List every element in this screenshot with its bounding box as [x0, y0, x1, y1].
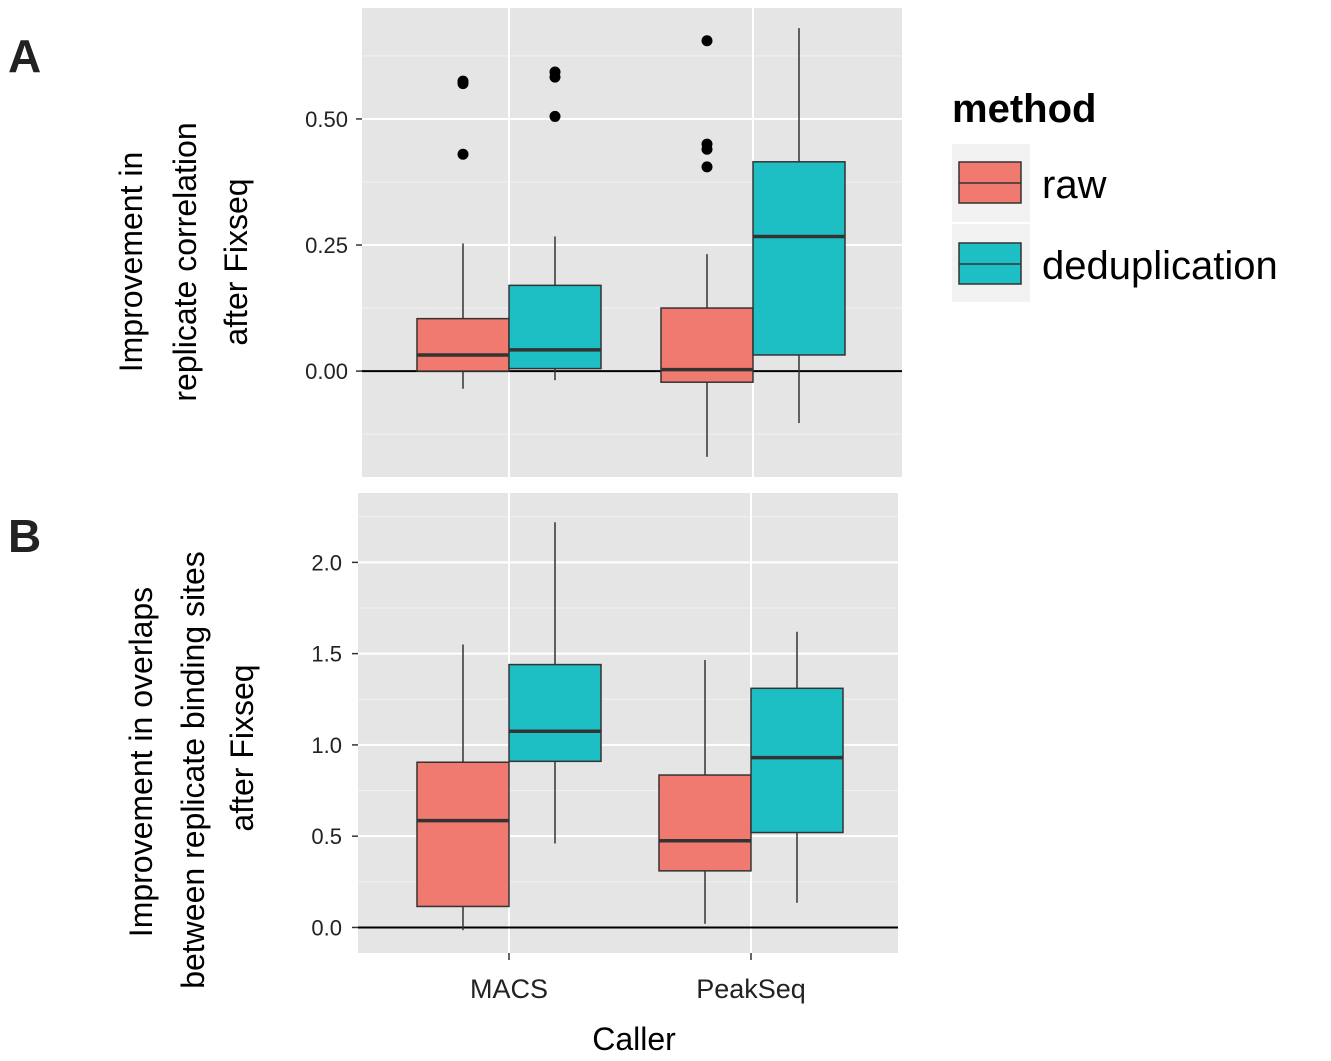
panel-b-deduplication-peakseq-box [750, 687, 844, 834]
panel-b-raw-peakseq-box [658, 774, 752, 872]
panel-b-y-axis-title-line-3: after Fixseq [224, 664, 260, 831]
panel-b-raw-macs-box [416, 761, 510, 908]
panel-a-y-tick-label: 0.25 [305, 233, 348, 258]
legend: method raw deduplication [952, 87, 1278, 302]
panel-a-raw-peakseq-outlier [701, 138, 713, 150]
panel-a-y-ticks: 0.00 0.25 0.50 [305, 107, 362, 384]
panel-a-raw-macs-outlier [457, 148, 469, 160]
legend-title: method [952, 87, 1096, 131]
panel-a-y-tick-label: 0.00 [305, 359, 348, 384]
panel-b-y-tick-label: 0.0 [311, 915, 342, 940]
panel-a-raw-peakseq-outlier [701, 161, 713, 173]
panel-b: B 0.0 0.5 1.0 1.5 2.0 Improvement in overlap… [8, 493, 898, 1057]
legend-label-raw: raw [1042, 163, 1107, 207]
panel-a: A 0.00 0.25 0.50 Improvement in replicate … [8, 8, 902, 477]
legend-item-deduplication: deduplication [952, 224, 1278, 302]
panel-b-y-tick-label: 0.5 [311, 824, 342, 849]
legend-item-raw: raw [952, 144, 1107, 222]
panel-a-boxes [416, 28, 846, 457]
panel-b-y-tick-label: 1.5 [311, 642, 342, 667]
panel-a-deduplication-macs-outlier [549, 66, 561, 78]
panel-a-y-tick-label: 0.50 [305, 107, 348, 132]
legend-label-deduplication: deduplication [1042, 244, 1278, 288]
panel-a-deduplication-macs-box [508, 284, 602, 370]
x-tick-label-macs: MACS [470, 974, 548, 1004]
panel-a-y-axis-title-line-3: after Fixseq [218, 178, 254, 345]
panel-b-y-axis-title-line-2: between replicate binding sites [175, 551, 211, 989]
panel-a-y-axis-title-line-2: replicate correlation [167, 122, 203, 401]
panel-a-y-axis-title-line-1: Improvement in [113, 152, 149, 373]
x-tick-label-peakseq: PeakSeq [696, 974, 806, 1004]
panel-a-grid [362, 8, 902, 477]
x-axis-ticks: MACS PeakSeq [470, 953, 806, 1004]
panel-b-y-tick-label: 2.0 [311, 550, 342, 575]
panel-a-raw-peakseq-outlier [701, 35, 713, 47]
x-axis-title: Caller [592, 1021, 676, 1056]
panel-a-deduplication-macs-outlier [549, 110, 561, 122]
panel-b-deduplication-macs-box [508, 663, 602, 763]
panel-b-y-tick-label: 1.0 [311, 733, 342, 758]
panel-b-y-ticks: 0.0 0.5 1.0 1.5 2.0 [311, 550, 358, 940]
panel-a-raw-macs-box [416, 317, 510, 372]
panel-b-boxes [416, 522, 844, 931]
panel-b-y-axis-title-line-1: Improvement in overlaps [123, 587, 159, 937]
panel-a-deduplication-peakseq-box [752, 161, 846, 356]
panel-a-letter: A [8, 30, 41, 82]
panel-a-raw-macs-outlier [457, 75, 469, 87]
panel-b-letter: B [8, 510, 41, 562]
